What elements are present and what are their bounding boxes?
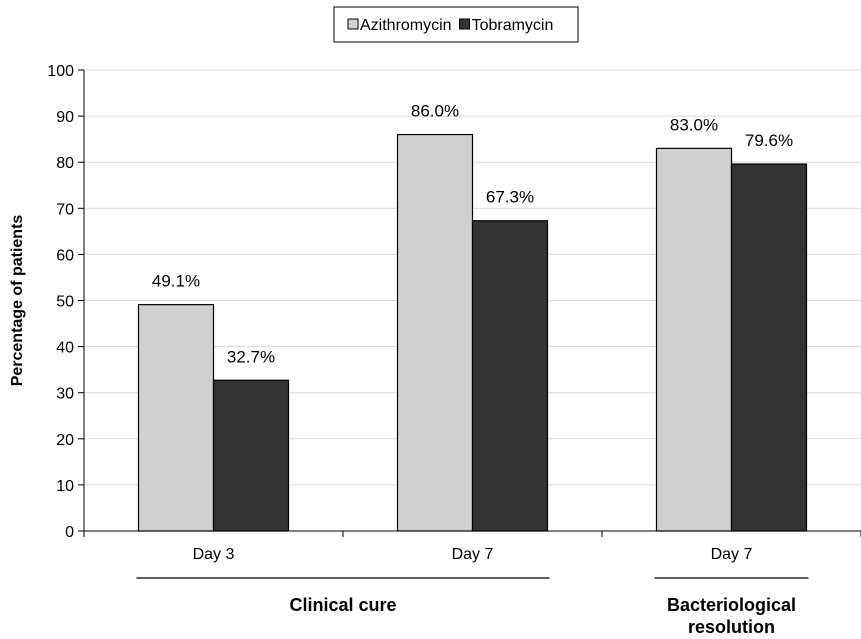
y-tick-label: 30 <box>56 386 74 403</box>
legend-box <box>333 6 579 43</box>
x-category-label: Day 7 <box>711 546 753 563</box>
legend-swatch-azithromycin <box>347 18 359 30</box>
y-tick-label: 0 <box>65 524 74 541</box>
data-label: 79.6% <box>745 131 793 150</box>
legend-label: Azithromycin <box>360 17 452 34</box>
x-category-label: Day 7 <box>452 546 494 563</box>
data-label: 86.0% <box>411 102 459 121</box>
y-tick-label: 70 <box>56 201 74 218</box>
data-label: 32.7% <box>227 347 275 366</box>
group-label-line: Bacteriological <box>667 595 796 615</box>
y-tick-label: 80 <box>56 155 74 172</box>
y-axis-label: Percentage of patients <box>9 215 26 387</box>
bar-azithromycin-2 <box>655 147 733 532</box>
y-tick-label: 100 <box>47 63 74 80</box>
group-label-line: resolution <box>688 617 775 634</box>
bar-azithromycin-1 <box>396 133 474 532</box>
y-tick-label: 60 <box>56 247 74 264</box>
group-label: Clinical cure <box>289 595 396 615</box>
y-tick-label: 90 <box>56 109 74 126</box>
bar-tobramycin-1 <box>471 220 549 532</box>
x-category-label: Day 3 <box>193 546 235 563</box>
y-tick-label: 10 <box>56 478 74 495</box>
y-tick-label: 50 <box>56 294 74 311</box>
bar-tobramycin-0 <box>212 379 290 532</box>
data-label: 67.3% <box>486 188 534 207</box>
y-tick-label: 40 <box>56 340 74 357</box>
data-label: 83.0% <box>670 115 718 134</box>
group-label: Bacteriological resolution <box>667 595 796 634</box>
bar-tobramycin-2 <box>730 163 808 532</box>
legend-label: Tobramycin <box>472 17 554 34</box>
y-tick-label: 20 <box>56 432 74 449</box>
legend-swatch-tobramycin <box>459 18 471 30</box>
data-label: 49.1% <box>152 272 200 291</box>
bar-azithromycin-0 <box>137 304 215 532</box>
